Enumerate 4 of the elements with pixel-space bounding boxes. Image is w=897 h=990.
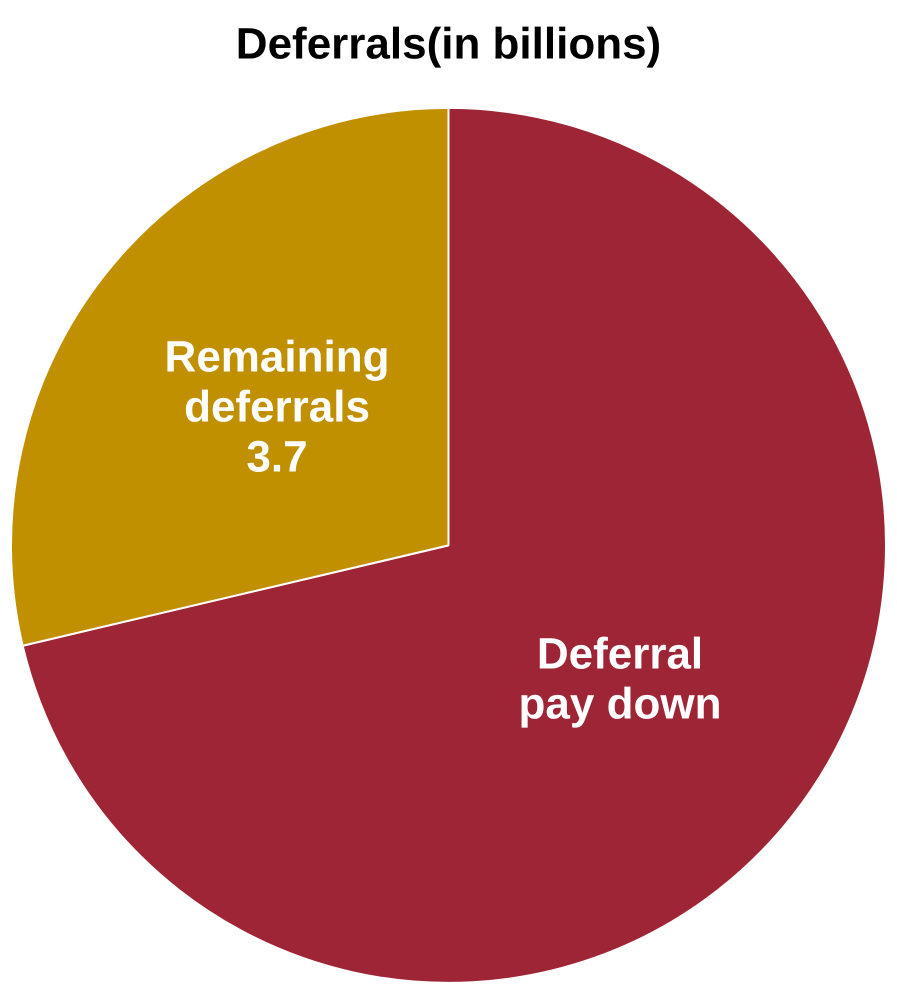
chart-title: Deferrals(in billions): [236, 20, 662, 69]
slice-label: Remaining deferrals: [164, 332, 390, 432]
data-label: 3.7: [246, 432, 308, 482]
slice-label: Deferral pay down: [518, 629, 722, 728]
